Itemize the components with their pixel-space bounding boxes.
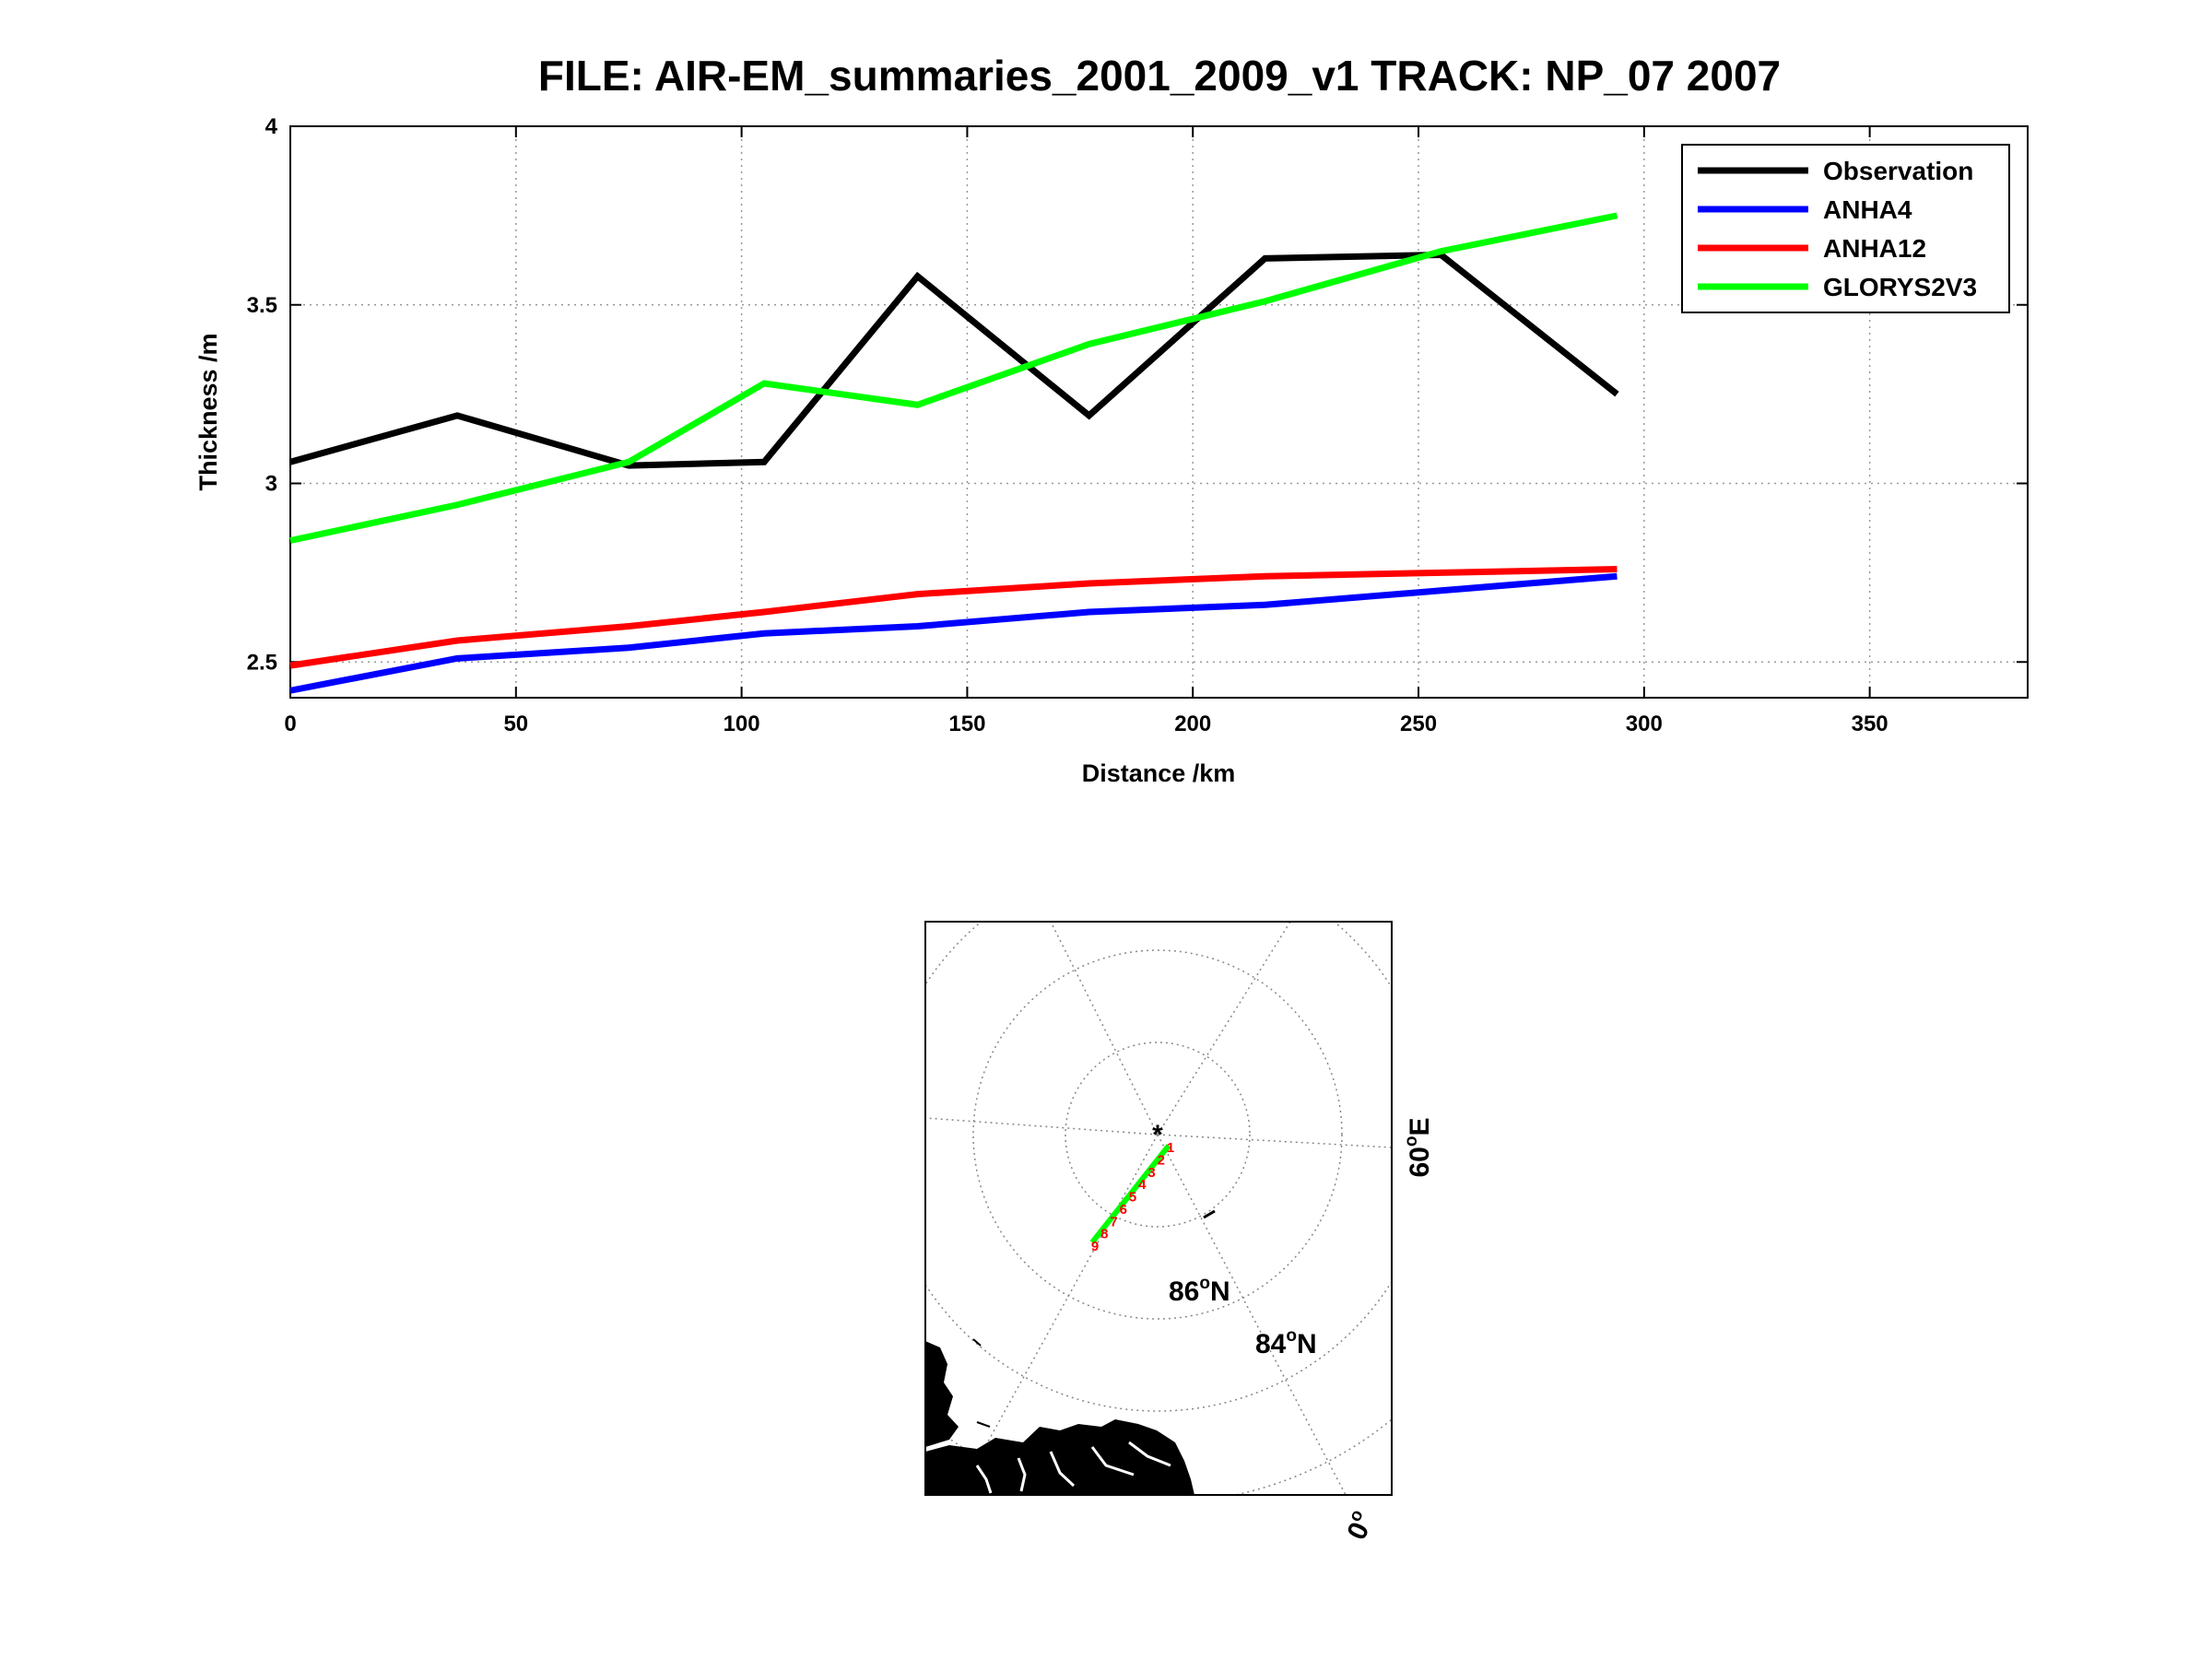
land-fjord — [975, 1465, 993, 1494]
x-tick-label: 50 — [503, 712, 528, 736]
latitude-circle-88 — [1065, 1041, 1251, 1228]
legend-label-glorys2v3: GLORYS2V3 — [1823, 273, 1977, 301]
track-point-label: 8 — [1100, 1227, 1108, 1242]
land-fjord — [1017, 1457, 1027, 1492]
y-ticks: 2.5 3 3.5 4 — [247, 114, 2028, 675]
track-point-label: 3 — [1147, 1165, 1155, 1181]
series-lines — [289, 212, 1619, 694]
legend: Observation ANHA4 ANHA12 GLORYS2V3 — [1681, 144, 2010, 313]
x-axis-label: Distance /km — [1082, 759, 1236, 787]
track-point-label: 4 — [1138, 1177, 1147, 1193]
x-tick-label: 100 — [724, 712, 760, 736]
x-tick-label: 200 — [1174, 712, 1211, 736]
track-point-label: 5 — [1129, 1190, 1136, 1206]
meridian-line — [1050, 922, 1159, 1135]
track-line — [1089, 1144, 1171, 1244]
land-fjord — [1090, 1446, 1135, 1477]
legend-label-anha4: ANHA4 — [1823, 195, 1912, 224]
track-point-label: 2 — [1158, 1152, 1165, 1168]
x-tick-label: 300 — [1626, 712, 1663, 736]
track-point-label: 6 — [1120, 1202, 1127, 1218]
track-point-label: 9 — [1091, 1239, 1099, 1254]
x-tick-label: 150 — [948, 712, 985, 736]
latitude-label-84: 84oN — [1255, 1326, 1317, 1359]
meridian-line — [1157, 1134, 1347, 1495]
map-frame — [924, 921, 1393, 1496]
x-ticks: 0 50 100 150 200 250 300 350 — [284, 126, 1888, 736]
land-islet — [972, 1338, 982, 1347]
track-point-label: 7 — [1110, 1214, 1117, 1230]
land-islet — [1203, 1209, 1216, 1219]
pole-marker: * — [1152, 1120, 1163, 1150]
grid-lines — [290, 126, 2028, 698]
y-tick-label: 3 — [265, 472, 277, 497]
meridian-lines — [925, 922, 1392, 1495]
land-left-coast — [925, 1341, 959, 1447]
y-axis-label: Thickness /m — [194, 333, 222, 490]
x-tick-label: 350 — [1852, 712, 1888, 736]
x-tick-label: 250 — [1400, 712, 1437, 736]
series-line-glorys2v3 — [289, 212, 1618, 544]
longitude-label-60e: 60oE — [1402, 1118, 1435, 1178]
land-islet — [976, 1421, 991, 1428]
y-tick-label: 3.5 — [247, 293, 277, 318]
chart-title: FILE: AIR-EM_summaries_2001_2009_v1 TRAC… — [538, 52, 1781, 100]
series-line-anha12 — [289, 566, 1618, 669]
legend-label-anha12: ANHA12 — [1823, 234, 1926, 263]
track-point-label: 1 — [1167, 1140, 1174, 1156]
legend-label-observation: Observation — [1823, 157, 1973, 185]
meridian-line — [958, 1134, 1159, 1495]
y-tick-label: 2.5 — [247, 650, 277, 675]
x-tick-label: 0 — [284, 712, 296, 736]
longitude-label-0: 0o — [1339, 1507, 1381, 1545]
series-line-observation — [289, 251, 1619, 469]
plot-frame — [289, 125, 2029, 699]
y-tick-label: 4 — [265, 114, 278, 139]
series-line-anha4 — [289, 572, 1618, 694]
meridian-line — [925, 1117, 1159, 1135]
land-fjord — [1128, 1441, 1171, 1467]
latitude-circle-86 — [972, 949, 1343, 1320]
meridian-line — [1157, 1134, 1392, 1148]
map-background — [925, 922, 1392, 1495]
line-chart: 0 50 100 150 200 250 300 350 2.5 3 3.5 4 Distance … — [194, 114, 2029, 787]
land-south-coast — [925, 1419, 1194, 1495]
latitude-label-86: 86oN — [1169, 1274, 1230, 1307]
land-fjord — [1049, 1451, 1076, 1488]
